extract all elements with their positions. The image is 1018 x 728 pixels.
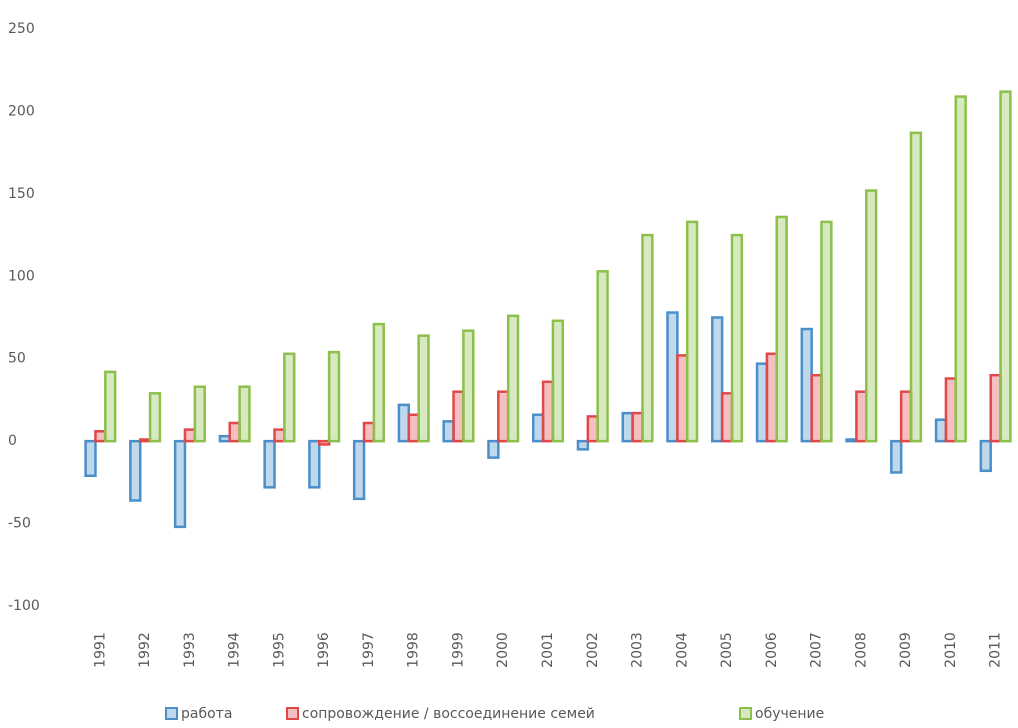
bar [462,329,475,443]
bar [104,370,117,443]
bar [452,390,465,443]
x-tick-label: 1996 [316,632,332,668]
bar [576,439,590,451]
x-tick-label: 2000 [495,632,511,668]
legend-label: сопровождение / воссоединение семей [302,706,595,722]
bar [506,314,520,443]
x-tick-label: 2003 [630,632,646,668]
bar [487,439,500,459]
legend-swatch [286,707,299,720]
bar [934,418,948,443]
bar [676,354,689,443]
bar [397,403,411,443]
bar [775,215,788,443]
bar [596,270,609,443]
x-tick-label: 1991 [92,632,108,668]
y-tick-label: -100 [8,598,40,614]
x-tick-label: 1995 [271,632,287,668]
bar [845,438,858,443]
x-tick-label: 1994 [227,632,243,668]
x-tick-label: 2007 [809,632,825,668]
bar [720,392,734,443]
bar [497,390,510,443]
x-tick-label: 2009 [898,632,914,668]
bar [193,385,206,443]
bar [899,390,913,443]
bar [890,439,903,474]
bar [865,189,878,443]
x-tick-label: 1997 [361,632,377,668]
bar [318,439,331,446]
x-tick-label: 1992 [137,632,153,668]
y-tick-label: 250 [8,21,35,37]
x-tick-label: 1993 [182,632,198,668]
bar [183,428,197,443]
bar [218,434,231,443]
bar [979,439,992,473]
bar [855,390,868,443]
bar [84,439,97,478]
x-tick-label: 2006 [764,632,780,668]
y-tick-label: 100 [8,268,35,284]
bar [909,131,923,443]
x-tick-label: 2002 [585,632,601,668]
bar [586,415,599,443]
bar [541,380,555,443]
bar [362,421,376,443]
bar [989,373,1002,443]
bar [407,413,420,443]
bar [138,438,152,443]
bar [238,385,251,443]
bar [631,411,644,443]
bar [417,334,430,443]
y-tick-label: 150 [8,186,35,202]
bar [531,413,545,443]
bar [820,220,833,443]
bar [129,439,142,502]
bar [800,327,813,443]
bar [666,311,679,443]
bar [999,90,1012,443]
bar [173,439,187,529]
y-tick-label: 0 [8,433,17,449]
y-tick-label: -50 [8,516,31,532]
bar [263,439,276,489]
x-tick-label: 2001 [540,632,556,668]
x-tick-label: 2008 [853,632,869,668]
x-tick-label: 2005 [719,632,735,668]
legend-label: работа [181,706,232,722]
bar [442,420,455,443]
bar [730,233,744,443]
x-tick-label: 2011 [988,632,1004,668]
bar [352,439,366,501]
bar [641,233,654,443]
x-tick-label: 2004 [674,632,690,668]
bar [954,95,967,443]
x-tick-label: 2010 [943,632,959,668]
legend-swatch [739,707,752,720]
bar [148,392,162,443]
bar [765,352,778,443]
bar [755,362,769,443]
bar [711,316,724,443]
bar [94,430,107,443]
bar [273,428,286,443]
bar [283,352,296,443]
x-tick-label: 1998 [406,632,422,668]
bar [810,373,823,443]
bar [621,411,634,443]
bar [228,421,241,443]
bar [308,439,321,489]
legend-swatch [165,707,178,720]
y-tick-label: 200 [8,103,35,119]
x-tick-label: 1999 [450,632,466,668]
bar [944,377,958,443]
bar [685,220,699,443]
y-tick-label: 50 [8,351,26,367]
bar [327,350,341,443]
bar [372,322,385,443]
legend-label: обучение [755,706,824,722]
bar [551,319,565,443]
